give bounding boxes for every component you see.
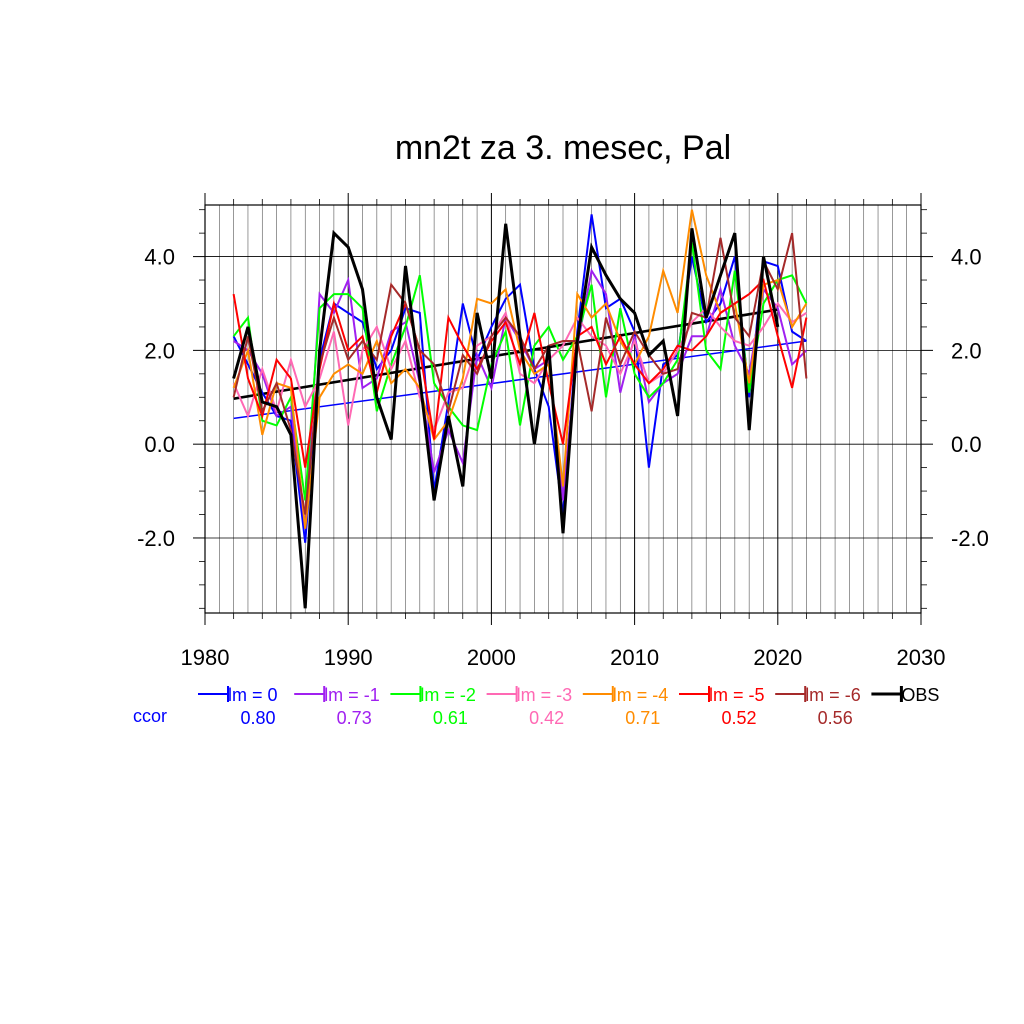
- y-tick-label-right: 2.0: [951, 338, 982, 363]
- x-tick-label: 2010: [610, 645, 659, 670]
- ccor-label: ccor: [133, 706, 167, 726]
- legend-entry: lm = -1: [324, 685, 380, 705]
- x-tick-label: 1980: [181, 645, 230, 670]
- trend-line: [233, 308, 779, 400]
- legend-entry: lm = -5: [709, 685, 765, 705]
- y-tick-label: -2.0: [137, 526, 175, 551]
- series-line: [232, 278, 808, 468]
- x-tick-label: 2020: [753, 645, 802, 670]
- legend-entry: lm = -3: [517, 685, 573, 705]
- series-line: [232, 301, 807, 433]
- legend-entry: OBS: [901, 685, 939, 705]
- legend-entry: lm = -4: [613, 685, 669, 705]
- axes: 1980 1990 2000 2010 2020 2030 -2.0 -2.0 0.0 0.0 2.…: [137, 193, 989, 670]
- y-tick-label: 0.0: [144, 432, 175, 457]
- trend-lines: [233, 308, 807, 420]
- ccor-value: 0.71: [625, 708, 660, 728]
- y-tick-label: 2.0: [144, 338, 175, 363]
- series-line: [232, 242, 808, 501]
- ccor-value: 0.80: [240, 708, 275, 728]
- legend: ccor lm = 0 0.80 lm = -1 0.73 lm = -2 0.61 lm =…: [133, 685, 939, 728]
- trend-line: [233, 340, 807, 420]
- ccor-value: 0.56: [818, 708, 853, 728]
- ccor-value: 0.61: [433, 708, 468, 728]
- ccor-value: 0.73: [337, 708, 372, 728]
- legend-entry: lm = -6: [805, 685, 861, 705]
- legend-entry: lm = 0: [228, 685, 278, 705]
- plot-frame: [204, 204, 922, 614]
- ccor-value: 0.52: [721, 708, 756, 728]
- x-tick-label: 2000: [467, 645, 516, 670]
- series-lines: [232, 209, 808, 609]
- y-tick-label-right: 0.0: [951, 432, 982, 457]
- y-tick-label: 4.0: [144, 245, 175, 270]
- legend-entry: lm = -2: [420, 685, 476, 705]
- series-line: [232, 223, 780, 609]
- y-tick-label-right: 4.0: [951, 245, 982, 270]
- x-tick-label: 1990: [324, 645, 373, 670]
- ccor-value: 0.42: [529, 708, 564, 728]
- y-tick-label-right: -2.0: [951, 526, 989, 551]
- x-tick-label: 2030: [897, 645, 946, 670]
- chart-title: mn2t za 3. mesec, Pal: [395, 129, 731, 167]
